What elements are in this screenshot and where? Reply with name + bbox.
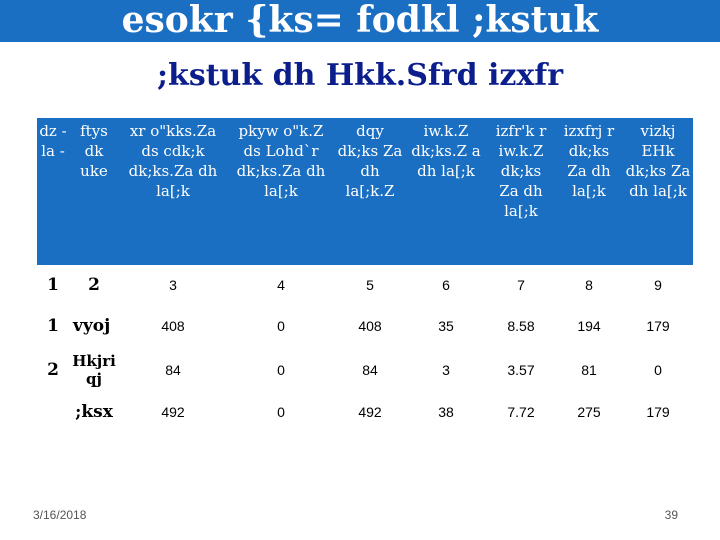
header-completion-percent: izfr'k r iw.k.Z dk;ks Za dh la[;k [487, 118, 555, 264]
table-cell: 1 [47, 316, 59, 336]
header-completed-works: iw.k.Z dk;ks.Z a dh la[;k [405, 118, 487, 264]
table-cell: 1 [37, 263, 69, 305]
table-row: ;ksx 492 0 492 38 7.72 275 179 [37, 393, 693, 431]
table-cell: 8.58 [507, 318, 535, 334]
header-not-started-works: vizkj EHk dk;ks Za dh la[;k [623, 118, 693, 264]
table-cell: Hkjri qj [72, 352, 116, 388]
table-cell: 38 [438, 404, 454, 420]
slide-page-number: 39 [664, 508, 678, 522]
table-cell: 0 [277, 362, 285, 378]
table-row: 2 Hkjri qj 84 0 84 3 3.57 81 0 [37, 347, 693, 393]
table-cell: 84 [165, 362, 181, 378]
slide-date: 3/16/2018 [33, 508, 87, 522]
table-cell: 408 [358, 318, 382, 334]
table-cell: 4 [227, 263, 335, 305]
table-cell: 6 [405, 263, 487, 305]
table-cell: 84 [362, 362, 378, 378]
table-cell: 3 [119, 263, 227, 305]
table-row: 1 vyoj 408 0 408 35 8.58 194 179 [37, 305, 693, 347]
title-bar: esokr {ks= fodkl ;kstuk [0, 0, 720, 42]
slide-title: esokr {ks= fodkl ;kstuk [121, 0, 599, 41]
table-cell: 194 [577, 318, 601, 334]
table-header-row: dz - la - ftys dk uke xr o"kks.Za ds cdk… [37, 118, 693, 264]
table-cell: 0 [654, 362, 662, 378]
header-district: ftys dk uke [69, 118, 119, 264]
table-cell: 492 [161, 404, 185, 420]
table-cell: 0 [277, 318, 285, 334]
table-cell: vyoj [73, 316, 111, 336]
table-cell: 35 [438, 318, 454, 334]
table-cell: ;ksx [75, 402, 113, 422]
table-cell: 5 [335, 263, 405, 305]
table-cell: 81 [581, 362, 597, 378]
table-cell: 275 [577, 404, 601, 420]
table-cell: 3 [442, 362, 450, 378]
table-row: 1 2 3 4 5 6 7 8 9 [37, 263, 693, 305]
table-cell: 7 [487, 263, 555, 305]
table-cell: 0 [277, 404, 285, 420]
header-total-works: dqy dk;ks Za dh la[;k.Z [335, 118, 405, 264]
table-cell: 2 [69, 263, 119, 305]
table-cell: 179 [646, 404, 670, 420]
header-previous-works: xr o"kks.Za ds cdk;k dk;ks.Za dh la[;k [119, 118, 227, 264]
table-cell: 179 [646, 318, 670, 334]
table-cell [37, 393, 69, 431]
slide-subtitle: ;kstuk dh Hkk.Sfrd izxfr [156, 58, 564, 93]
header-sanctioned-works: pkyw o"k.Z ds Lohd`r dk;ks.Za dh la[;k [227, 118, 335, 264]
table-cell: 9 [623, 263, 693, 305]
table-cell: 2 [47, 360, 59, 380]
table-cell: 8 [555, 263, 623, 305]
progress-table: dz - la - ftys dk uke xr o"kks.Za ds cdk… [37, 118, 693, 431]
table-cell: 7.72 [507, 404, 535, 420]
table-cell: 3.57 [507, 362, 535, 378]
header-in-progress-works: izxfrj r dk;ks Za dh la[;k [555, 118, 623, 264]
table-cell: 492 [358, 404, 382, 420]
table-cell: 408 [161, 318, 185, 334]
header-serial: dz - la - [37, 118, 69, 264]
